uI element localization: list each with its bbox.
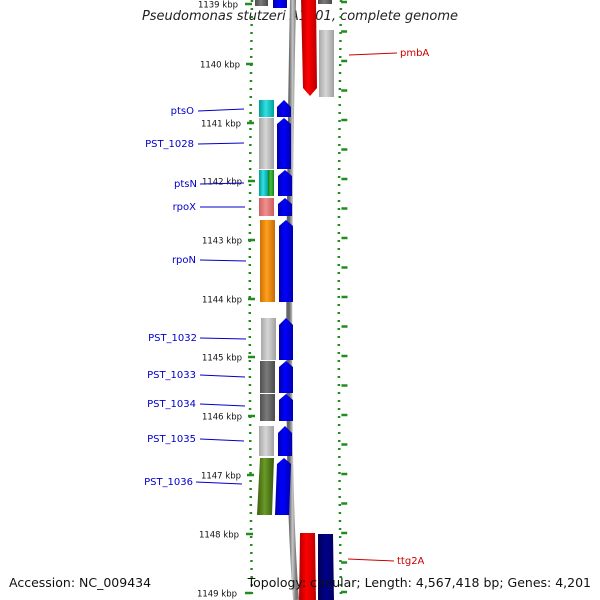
forward-cds-PST_1028 bbox=[277, 118, 291, 169]
gene-block-rpoN bbox=[260, 220, 275, 302]
forward-cds-PST_1035 bbox=[278, 426, 292, 456]
scale-tick-marks bbox=[245, 2, 255, 595]
label-leader-line bbox=[199, 182, 245, 185]
gene-block-ptsN bbox=[259, 170, 268, 196]
gene-block-rpoX bbox=[259, 198, 274, 216]
accession-text: Accession: NC_009434 bbox=[9, 575, 152, 590]
forward-cds-ptsN bbox=[278, 170, 292, 196]
forward-cds-top bbox=[273, 0, 287, 8]
gene-label-PST_1035: PST_1035 bbox=[147, 434, 196, 445]
label-leader-line bbox=[199, 403, 246, 407]
gene-label-ptsO: ptsO bbox=[171, 106, 194, 117]
scale-label: 1139 kbp bbox=[198, 1, 238, 11]
reverse-cds-ttg2A bbox=[299, 533, 316, 600]
label-leader-line bbox=[348, 52, 398, 56]
reverse-cog-block-pmbA bbox=[319, 30, 334, 97]
scale-label: 1141 kbp bbox=[201, 120, 241, 130]
gene-block-PST_1032 bbox=[261, 318, 276, 360]
outer-tick-marks bbox=[341, 0, 348, 594]
scale-label: 1140 kbp bbox=[200, 61, 240, 71]
scale-label: 1142 kbp bbox=[202, 178, 242, 188]
label-leader-line bbox=[199, 337, 247, 340]
topology-text: Topology: circular; Length: 4,567,418 bp… bbox=[247, 575, 591, 590]
forward-cds-PST_1034 bbox=[279, 394, 293, 421]
scale-label: 1144 kbp bbox=[202, 296, 242, 306]
scale-label: 1146 kbp bbox=[202, 413, 242, 423]
label-leader-line bbox=[195, 481, 243, 485]
forward-cds-PST_1032 bbox=[279, 318, 293, 360]
outer-circle-outline bbox=[337, 0, 343, 600]
right-gene-labels: pmbA ttg2A bbox=[347, 48, 429, 567]
map-title: Pseudomonas stutzeri A1501, complete gen… bbox=[141, 9, 459, 24]
gene-block-PST_1035 bbox=[259, 426, 274, 456]
gene-block-PST_1028 bbox=[259, 118, 274, 169]
gene-block-PST_1033 bbox=[260, 361, 275, 393]
reverse-cog-block-ttg2A bbox=[318, 534, 334, 600]
gene-label-PST_1028: PST_1028 bbox=[145, 139, 194, 150]
label-leader-line bbox=[199, 438, 245, 442]
gene-block-ptsN-green bbox=[268, 170, 274, 196]
label-leader-line bbox=[347, 558, 395, 562]
scale-label: 1145 kbp bbox=[202, 354, 242, 364]
label-leader-line bbox=[199, 259, 247, 262]
scale-labels: 1139 kbp 1140 kbp 1141 kbp 1142 kbp 1143 kbp… bbox=[197, 1, 242, 600]
reverse-strand-track bbox=[299, 0, 334, 600]
gene-label-PST_1032: PST_1032 bbox=[148, 333, 197, 344]
label-leader-line bbox=[197, 108, 245, 112]
gene-block-PST_1034 bbox=[260, 394, 275, 421]
gene-label-PST_1033: PST_1033 bbox=[147, 370, 196, 381]
forward-cds-PST_1036 bbox=[275, 458, 291, 515]
gene-label-rpoX: rpoX bbox=[173, 202, 197, 213]
scale-label: 1148 kbp bbox=[199, 531, 239, 541]
gene-label-pmbA: pmbA bbox=[400, 48, 429, 59]
forward-strand-track bbox=[273, 0, 293, 515]
gene-block-PST_1036 bbox=[257, 458, 274, 515]
scale-label: 1143 kbp bbox=[202, 237, 242, 247]
scale-label: 1149 kbp bbox=[197, 590, 237, 600]
forward-cds-ptsO bbox=[277, 100, 291, 117]
gene-label-ptsN: ptsN bbox=[174, 179, 197, 190]
gene-label-rpoN: rpoN bbox=[172, 255, 196, 266]
left-gene-labels: ptsO PST_1028 ptsN rpoX rpoN PST_1032 PST_1033… bbox=[144, 106, 247, 488]
gene-block-ptsO bbox=[259, 100, 274, 117]
scale-label: 1147 kbp bbox=[201, 472, 241, 482]
forward-cds-PST_1033 bbox=[279, 361, 293, 393]
forward-cds-rpoN bbox=[279, 220, 293, 302]
gene-label-PST_1036: PST_1036 bbox=[144, 477, 193, 488]
cog-track bbox=[255, 0, 276, 515]
gene-label-ttg2A: ttg2A bbox=[397, 556, 425, 567]
gene-label-PST_1034: PST_1034 bbox=[147, 399, 196, 410]
reverse-cog-block-top bbox=[318, 0, 332, 4]
label-leader-line bbox=[197, 142, 245, 145]
reverse-cds-pmbA bbox=[301, 0, 317, 96]
forward-cds-rpoX bbox=[278, 198, 292, 216]
gene-block-top-gray bbox=[255, 0, 268, 6]
label-leader-line bbox=[199, 374, 246, 378]
